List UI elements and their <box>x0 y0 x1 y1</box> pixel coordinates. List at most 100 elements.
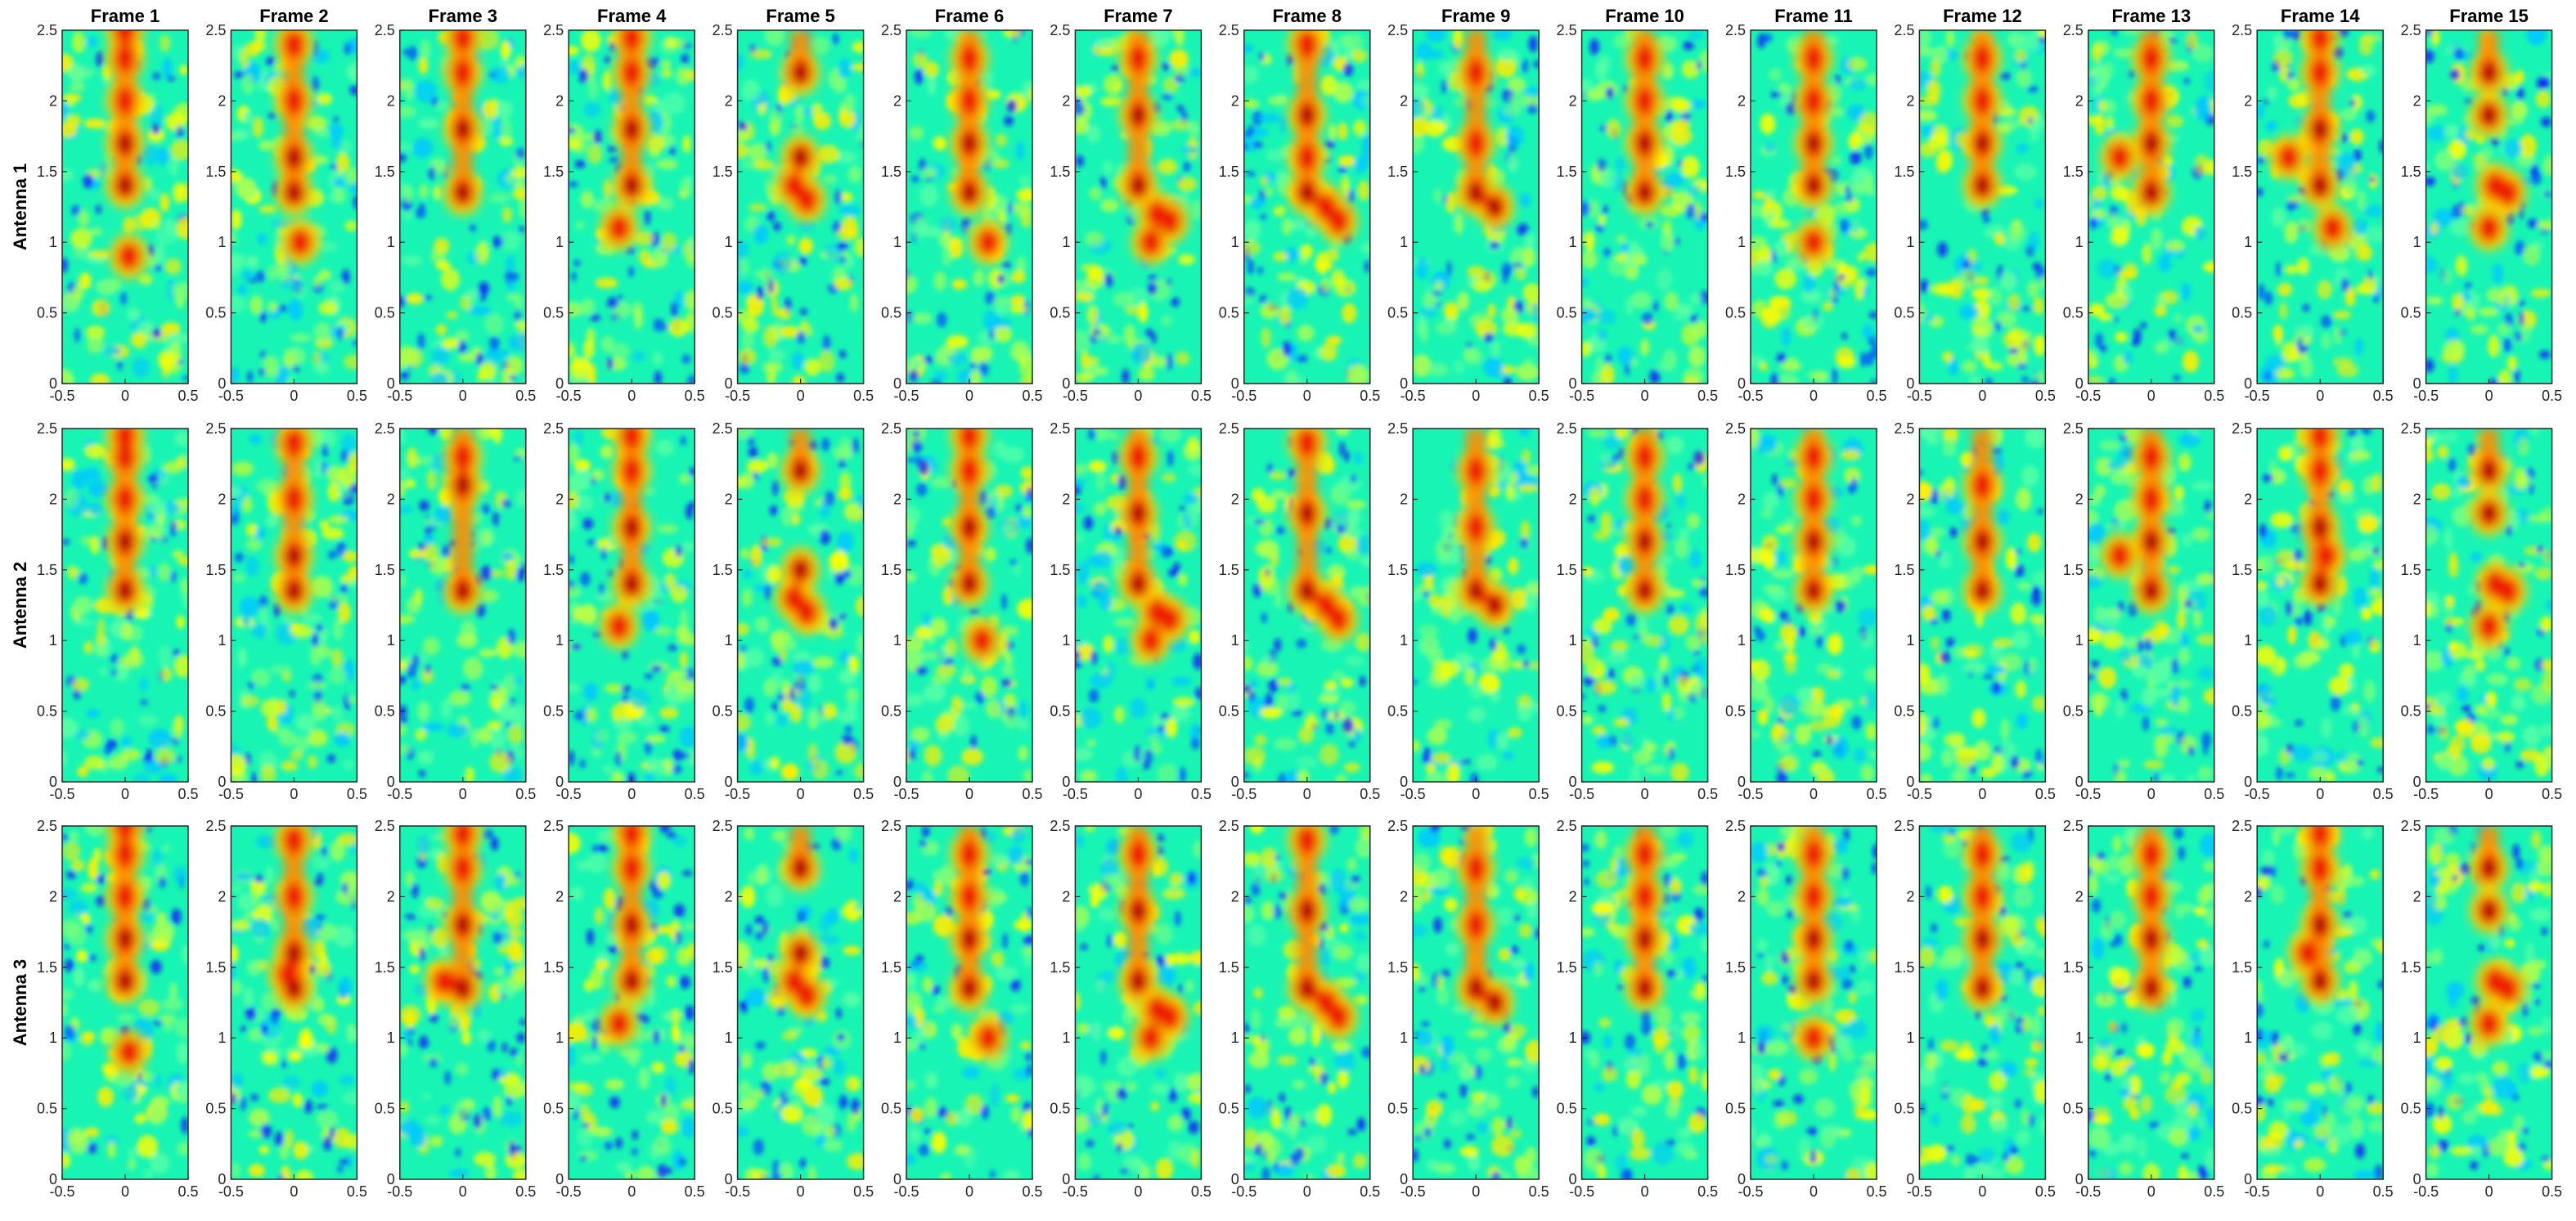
y-tick-label: 0 <box>725 1171 733 1187</box>
y-tick-label: 2.5 <box>37 22 57 38</box>
hot-blob <box>1158 1003 1181 1031</box>
y-tick-label: 0 <box>725 375 733 392</box>
y-tick-label: 0 <box>725 774 733 790</box>
heatmap-panel: 00.511.522.5-0.5 0 0.5 <box>2063 818 2225 1200</box>
x-tick-label: -0.5 <box>1738 388 1763 404</box>
y-tick-label: 0 <box>1569 375 1577 392</box>
x-tick-label: 0 <box>290 1183 298 1200</box>
frame-title: Frame 13 <box>2111 6 2191 26</box>
y-tick-label: 2.5 <box>1725 420 1746 437</box>
y-tick-label: 0.5 <box>2232 703 2252 720</box>
x-tick-label: 0.5 <box>1866 1183 1886 1200</box>
y-tick-label: 0.5 <box>1725 703 1746 720</box>
y-tick-label: 2 <box>1738 491 1746 507</box>
antenna-label: Antenna 3 <box>10 959 30 1046</box>
noise-texture <box>569 429 695 782</box>
y-tick-label: 2.5 <box>1894 818 1914 834</box>
x-tick-label: -0.5 <box>2413 388 2439 404</box>
x-tick-label: 0.5 <box>2035 388 2056 404</box>
frame-title: Frame 3 <box>429 6 497 26</box>
y-tick-label: 2.5 <box>37 420 57 437</box>
y-tick-label: 2 <box>387 888 395 905</box>
y-tick-label: 2.5 <box>1557 22 1577 38</box>
y-tick-label: 1.5 <box>2401 164 2421 180</box>
signal-trunk <box>960 429 979 585</box>
y-tick-label: 0.5 <box>881 703 901 720</box>
hot-blob <box>2309 854 2332 882</box>
hot-blob <box>607 612 631 640</box>
y-tick-label: 1 <box>893 234 901 250</box>
y-tick-label: 1.5 <box>881 562 901 578</box>
y-tick-label: 2.5 <box>1387 818 1408 834</box>
hot-blob <box>1126 840 1150 869</box>
hot-blob-core <box>625 576 639 593</box>
y-tick-label: 0 <box>1906 1171 1914 1187</box>
hot-blob-core <box>287 547 301 564</box>
y-tick-label: 1 <box>725 632 733 649</box>
x-tick-label: 0 <box>2485 786 2493 802</box>
hot-blob-core <box>1469 980 1483 997</box>
y-tick-label: 2.5 <box>205 22 226 38</box>
hot-blob <box>1633 87 1657 115</box>
x-tick-label: 0 <box>1472 388 1480 404</box>
hot-blob-core <box>2482 64 2496 81</box>
hot-blob <box>1327 605 1351 634</box>
hot-blob-core <box>456 582 470 599</box>
x-tick-label: -0.5 <box>1569 1183 1594 1200</box>
hot-blob-core <box>1638 582 1652 599</box>
hot-blob <box>1464 854 1488 882</box>
x-tick-label: 0.5 <box>178 786 198 802</box>
y-tick-label: 1 <box>1400 234 1408 250</box>
hot-blob-core <box>2313 518 2327 536</box>
hot-blob <box>1126 442 1150 471</box>
hot-blob <box>795 981 819 1010</box>
hot-blob <box>2277 143 2300 172</box>
x-tick-label: -0.5 <box>893 786 919 802</box>
y-tick-label: 1 <box>1906 234 1914 250</box>
x-tick-label: 0.5 <box>347 388 367 404</box>
heatmap-panel: 00.511.522.5-0.5 0 0.5 <box>1725 818 1887 1200</box>
y-tick-label: 1.5 <box>37 562 57 578</box>
y-tick-label: 2.5 <box>1387 22 1408 38</box>
heatmap-panel: 00.511.522.5-0.5 0 0.5 <box>37 22 199 404</box>
hot-blob-core <box>1638 135 1652 152</box>
heatmap-panel: 00.511.522.5-0.5 0 0.5 <box>881 420 1043 802</box>
hot-blob <box>1633 442 1657 471</box>
y-tick-label: 2.5 <box>1219 420 1239 437</box>
hot-blob-core <box>793 561 807 578</box>
hot-blob <box>1295 429 1319 457</box>
y-tick-label: 1.5 <box>2232 164 2252 180</box>
heatmap-panel: 00.511.522.5-0.5 0 0.5 <box>2232 22 2394 404</box>
hot-blob-core <box>119 177 132 195</box>
hot-blob <box>958 840 981 869</box>
x-tick-label: 0 <box>2147 1183 2156 1200</box>
y-tick-label: 1.5 <box>1894 164 1914 180</box>
y-tick-label: 1 <box>1231 1030 1239 1046</box>
hot-blob <box>1158 605 1181 634</box>
x-tick-label: 0 <box>2316 786 2324 802</box>
hot-blob-core <box>119 973 132 990</box>
x-tick-label: 0.5 <box>515 388 536 404</box>
x-tick-label: -0.5 <box>1907 786 1932 802</box>
hot-blob <box>958 44 981 73</box>
hot-blob-core <box>2313 177 2327 195</box>
x-tick-label: 0 <box>1303 786 1311 802</box>
y-tick-label: 2.5 <box>2063 818 2084 834</box>
x-tick-label: 0 <box>965 388 973 404</box>
y-tick-label: 2.5 <box>881 22 901 38</box>
y-tick-label: 0 <box>387 774 395 790</box>
x-tick-label: -0.5 <box>556 388 582 404</box>
y-tick-label: 0.5 <box>2401 703 2421 720</box>
y-tick-label: 1 <box>725 1030 733 1046</box>
x-tick-label: 0 <box>2147 786 2156 802</box>
hot-blob-core <box>1638 533 1652 550</box>
y-tick-label: 2 <box>1738 888 1746 905</box>
x-tick-label: 0 <box>290 388 298 404</box>
y-tick-label: 0 <box>2244 1171 2252 1187</box>
y-tick-label: 0 <box>387 1171 395 1187</box>
row-labels: Antenna 1 Antenna 2 Antenna 3 <box>10 164 30 1046</box>
heatmap-panel: 00.511.522.5-0.5 0 0.5 <box>1050 818 1212 1200</box>
y-tick-label: 0 <box>1738 375 1746 392</box>
x-tick-label: 0 <box>290 786 298 802</box>
heatmap-panel: 00.511.522.5-0.5 0 0.5 <box>1219 420 1381 802</box>
